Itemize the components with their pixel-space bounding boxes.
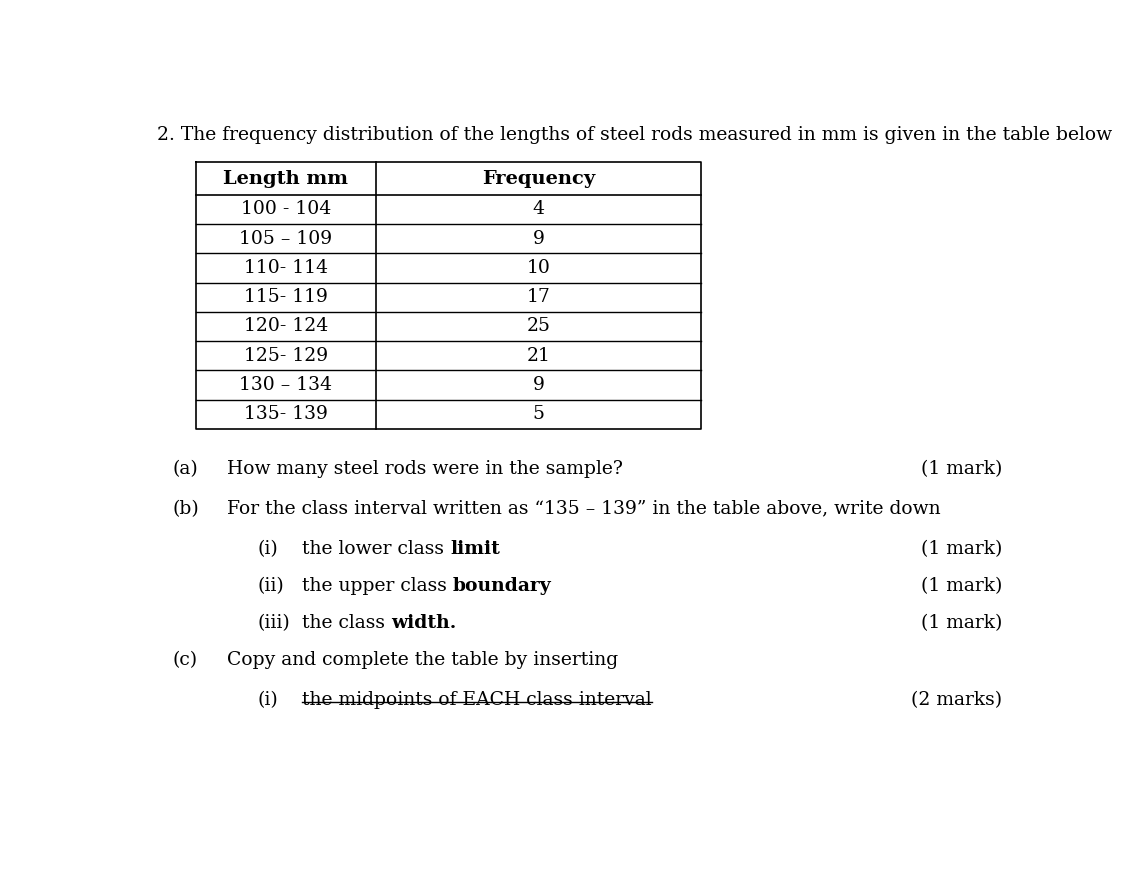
Text: (c): (c) [173, 650, 198, 669]
Text: width.: width. [391, 614, 456, 632]
Text: (1 mark): (1 mark) [920, 614, 1002, 632]
Text: 5: 5 [533, 405, 544, 424]
Text: 120- 124: 120- 124 [244, 318, 328, 335]
Text: 9: 9 [533, 376, 544, 394]
Text: 125- 129: 125- 129 [244, 347, 328, 365]
Text: 10: 10 [526, 259, 550, 277]
Text: 9: 9 [533, 230, 544, 248]
Text: 25: 25 [526, 318, 550, 335]
Text: (i): (i) [258, 540, 278, 558]
Text: 2. The frequency distribution of the lengths of steel rods measured in mm is giv: 2. The frequency distribution of the len… [157, 126, 1113, 144]
Text: 110- 114: 110- 114 [244, 259, 328, 277]
Text: 4: 4 [533, 201, 544, 219]
Text: 105 – 109: 105 – 109 [240, 230, 332, 248]
Text: 21: 21 [526, 347, 550, 365]
Text: Frequency: Frequency [481, 169, 595, 187]
Text: 115- 119: 115- 119 [244, 288, 328, 306]
Text: the upper class: the upper class [303, 577, 453, 595]
Text: 135- 139: 135- 139 [244, 405, 328, 424]
Text: 130 – 134: 130 – 134 [240, 376, 332, 394]
Text: 100 - 104: 100 - 104 [241, 201, 331, 219]
Text: (ii): (ii) [258, 577, 284, 595]
Text: (1 mark): (1 mark) [920, 577, 1002, 595]
Text: limit: limit [450, 540, 500, 558]
Text: (a): (a) [173, 459, 198, 478]
Text: (2 marks): (2 marks) [911, 690, 1002, 709]
Text: (i): (i) [258, 690, 278, 709]
Text: How many steel rods were in the sample?: How many steel rods were in the sample? [227, 459, 622, 478]
Text: (b): (b) [173, 500, 199, 517]
Text: (iii): (iii) [258, 614, 291, 632]
Text: Length mm: Length mm [223, 169, 348, 187]
Text: (1 mark): (1 mark) [920, 459, 1002, 478]
Text: the midpoints of EACH class interval: the midpoints of EACH class interval [303, 690, 652, 709]
Text: (1 mark): (1 mark) [920, 540, 1002, 558]
Text: Copy and complete the table by inserting: Copy and complete the table by inserting [227, 650, 618, 669]
Text: boundary: boundary [453, 577, 551, 595]
Text: 17: 17 [526, 288, 550, 306]
Text: the class: the class [303, 614, 391, 632]
Text: For the class interval written as “135 – 139” in the table above, write down: For the class interval written as “135 –… [227, 500, 941, 517]
Text: the lower class: the lower class [303, 540, 450, 558]
